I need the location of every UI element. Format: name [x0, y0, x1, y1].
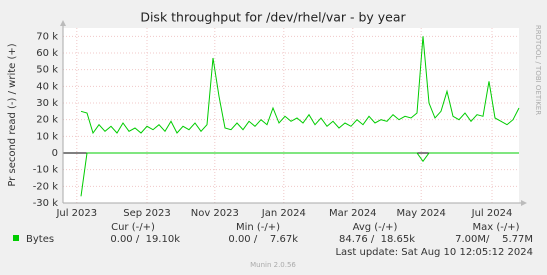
y-tick-label: 0 [52, 148, 58, 159]
footer: Munin 2.0.56 [250, 261, 296, 269]
summary-cell: 84.76 / 18.65k [339, 234, 415, 245]
side-label: RRDTOOL / TOBI OETIKER [534, 25, 542, 115]
summary-header: Avg (-/+) [353, 222, 398, 233]
y-tick-label: -30 k [33, 198, 59, 209]
summary-header: Min (-/+) [236, 222, 280, 233]
y-tick-label: 60 k [36, 48, 58, 59]
y-tick-label: 40 k [36, 81, 58, 92]
y-tick-label: 30 k [36, 98, 58, 109]
series-line [80, 36, 520, 135]
y-tick-label: 20 k [36, 115, 58, 126]
x-tick-label: Jul 2024 [471, 208, 513, 219]
plot [63, 28, 520, 204]
y-axis-label: Pr second read (-) / write (+) [7, 43, 18, 186]
y-tick-label: 10 k [36, 131, 58, 142]
summary-cell: 7.00M/ 5.77M [455, 234, 533, 245]
last-update: Last update: Sat Aug 10 12:05:12 2024 [335, 247, 533, 258]
chart-title: Disk throughput for /dev/rhel/var - by y… [140, 10, 406, 25]
x-arrow [521, 200, 527, 206]
x-tick-label: May 2024 [397, 208, 446, 219]
x-tick-label: Jan 2024 [261, 208, 306, 219]
summary-cell: 0.00 / 7.67k [228, 234, 298, 245]
x-tick-label: Sep 2023 [123, 208, 170, 219]
y-arrow [60, 20, 66, 26]
x-tick-label: Mar 2024 [329, 208, 377, 219]
y-tick-label: -10 k [33, 165, 59, 176]
plot-area [63, 28, 519, 203]
summary-header: Max (-/+) [472, 222, 519, 233]
legend-label: Bytes [26, 234, 54, 245]
y-tick-label: 50 k [36, 65, 58, 76]
y-tick-label: 70 k [36, 31, 58, 42]
legend-swatch [13, 235, 19, 241]
x-tick-label: Jul 2023 [55, 208, 97, 219]
y-tick-label: -20 k [33, 181, 59, 192]
x-tick-label: Nov 2023 [191, 208, 239, 219]
summary-cell: 0.00 / 19.10k [110, 234, 180, 245]
summary-header: Cur (-/+) [111, 222, 155, 233]
series-line [80, 152, 519, 197]
